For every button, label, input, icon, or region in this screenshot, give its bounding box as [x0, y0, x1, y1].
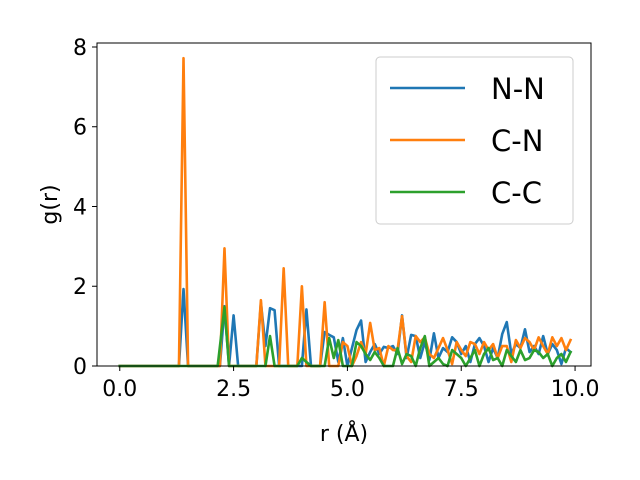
legend-label-c-n: C-N — [491, 124, 543, 158]
x-tick-label: 2.5 — [216, 377, 251, 402]
y-tick-label: 6 — [73, 116, 87, 141]
legend-items: N-N C-N C-C — [390, 72, 545, 210]
legend: N-N C-N C-C — [375, 56, 574, 225]
x-tick-label: 7.5 — [444, 377, 479, 402]
legend-label-c-c: C-C — [491, 176, 542, 210]
x-tick-label: 0.0 — [102, 377, 137, 402]
legend-label-n-n: N-N — [491, 72, 545, 106]
y-tick-label: 0 — [73, 355, 87, 380]
x-tick-label: 10.0 — [551, 377, 600, 402]
axes-ticks: 0.0 2.5 5.0 7.5 10.0 0 2 4 6 8 — [73, 36, 600, 402]
x-axis-label: r (Å) — [320, 420, 368, 447]
y-tick-label: 2 — [73, 275, 87, 300]
y-axis-label: g(r) — [38, 184, 63, 224]
y-tick-label: 8 — [73, 36, 87, 61]
plot-frame — [96, 42, 592, 367]
x-tick-label: 5.0 — [330, 377, 365, 402]
series-line-c-n — [118, 56, 573, 368]
y-tick-label: 4 — [73, 195, 87, 220]
legend-box — [375, 56, 574, 225]
